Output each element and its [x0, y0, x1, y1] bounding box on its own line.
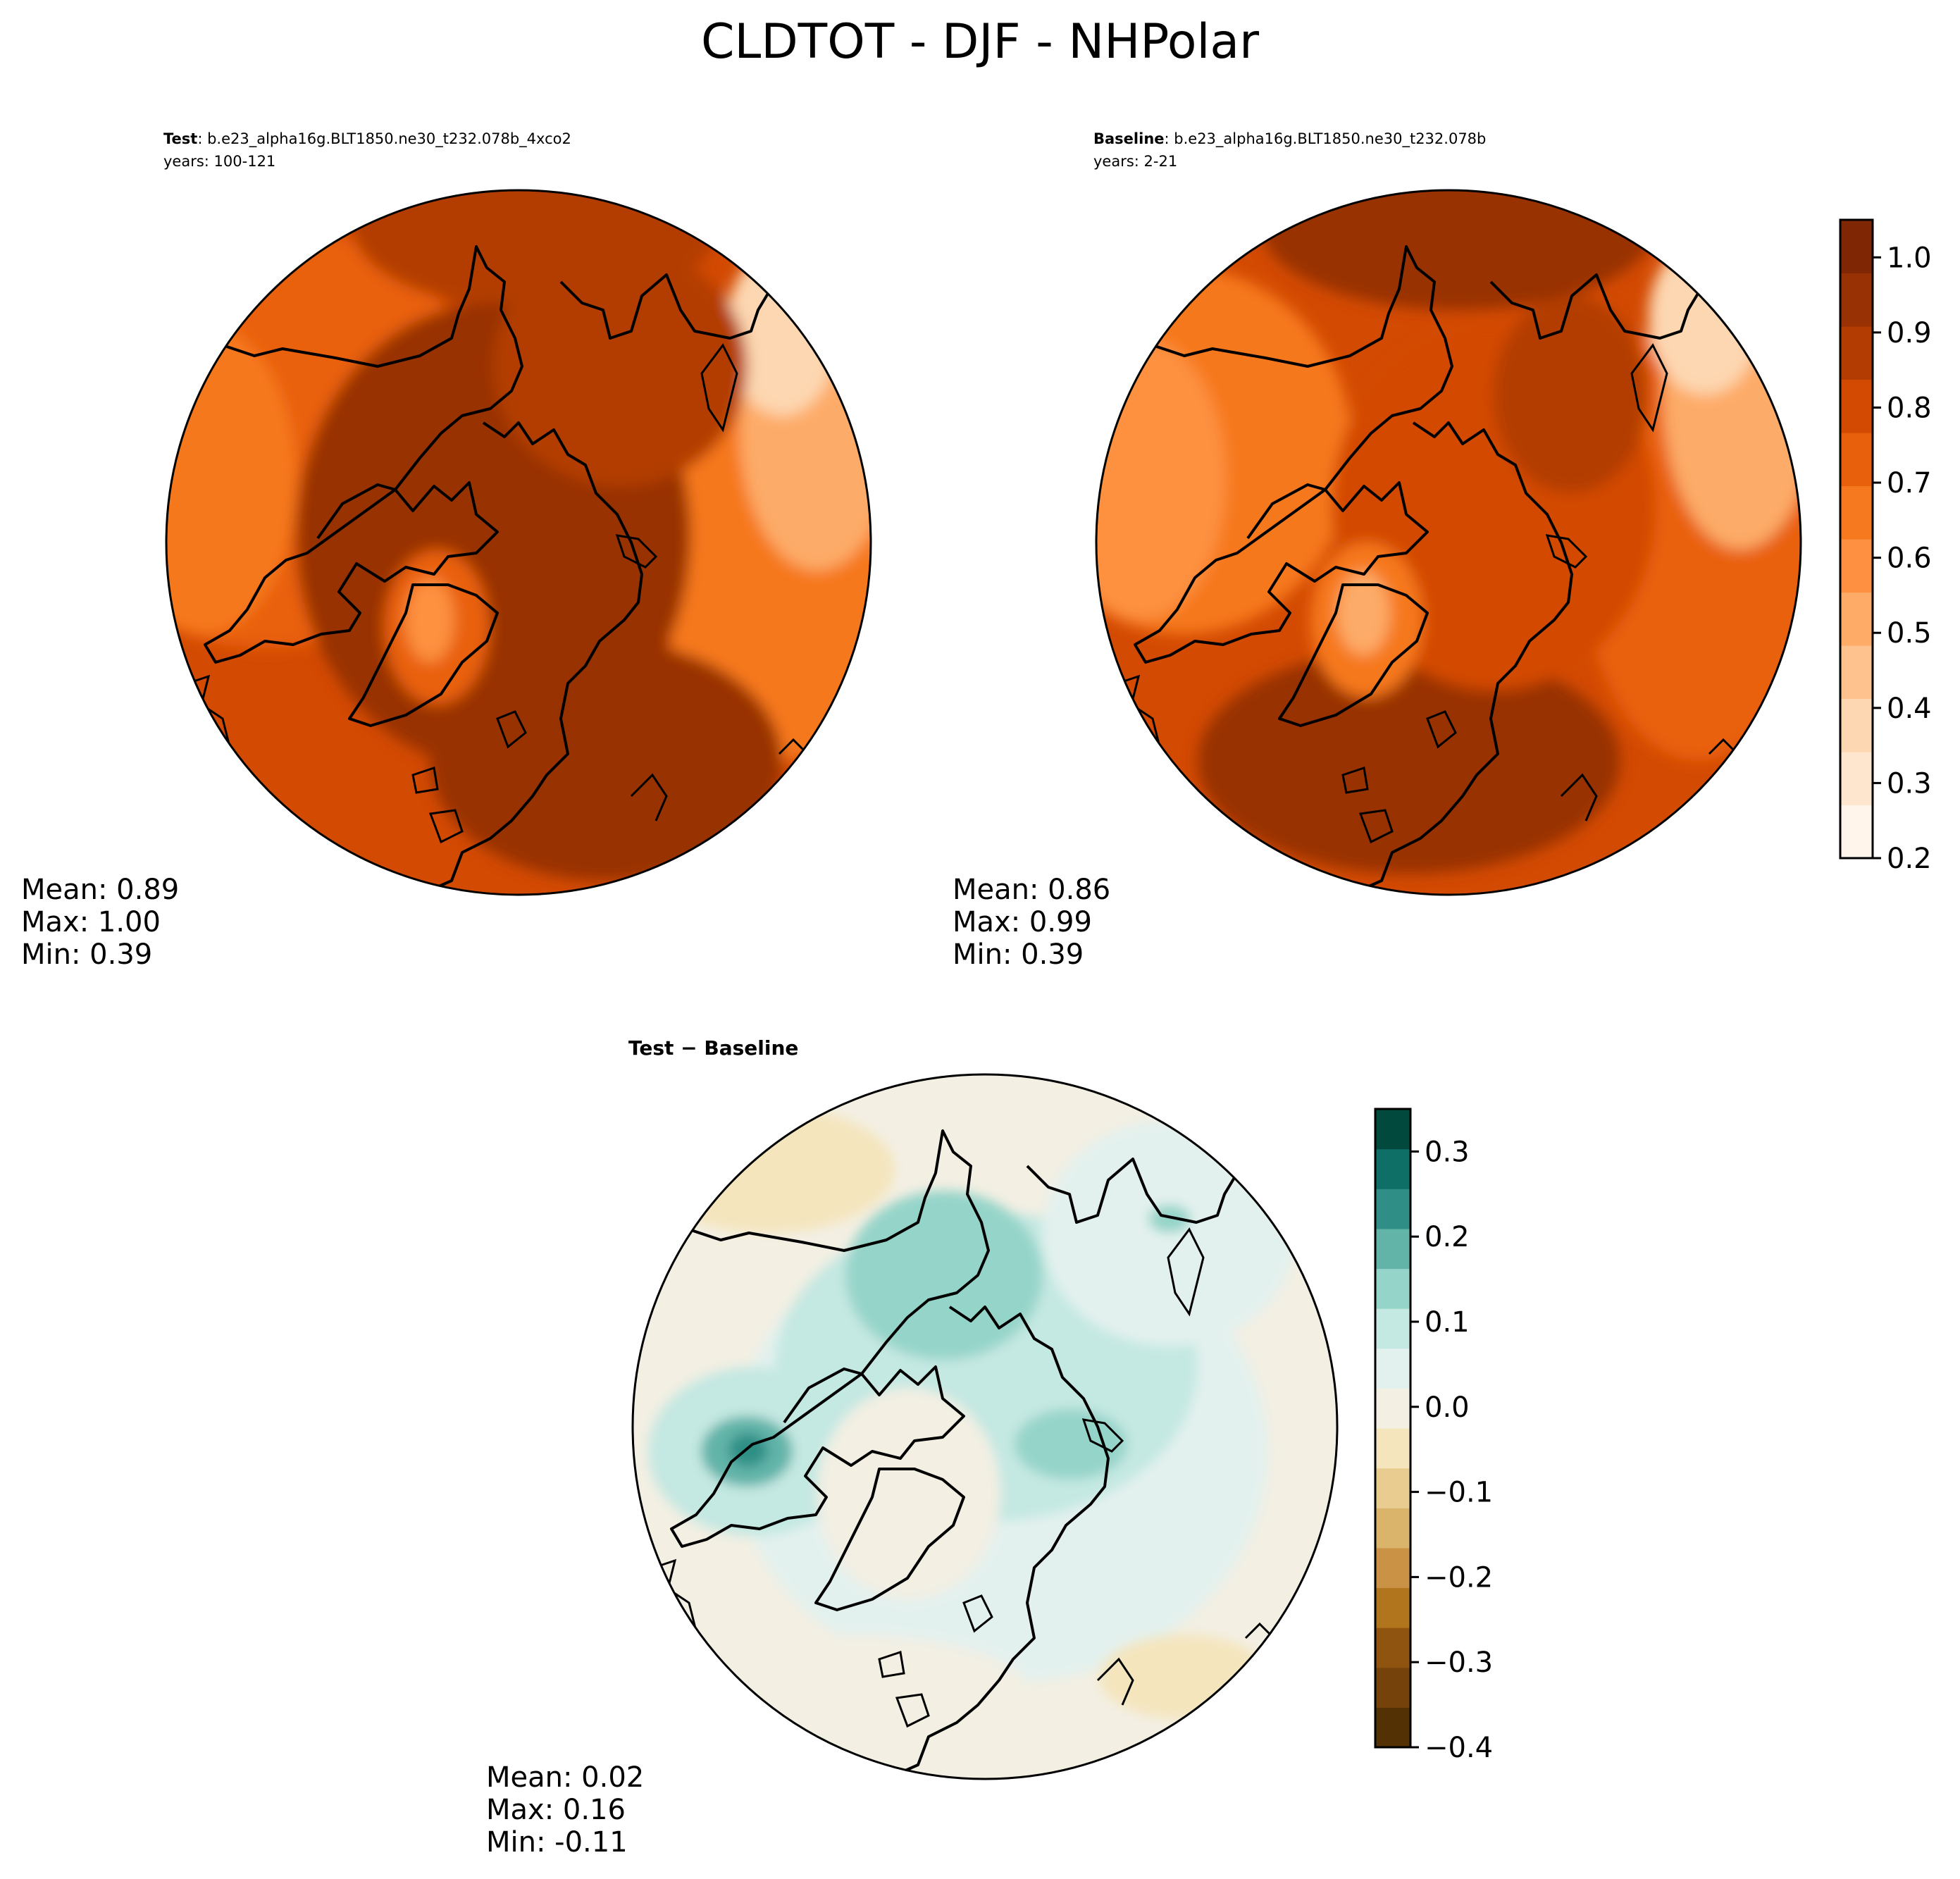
- main-colorbar: 0.2 0.3 0.4 0.5 0.6 0.7 0.8 0.9 1.0: [1839, 218, 1932, 875]
- difference-colorbar-band: [1375, 1587, 1410, 1628]
- difference-colorbar-frame: [1374, 1108, 1412, 1749]
- difference-map: [633, 1074, 1337, 1779]
- difference-map-region: [728, 1433, 768, 1467]
- main-colorbar-tick-label: 0.2: [1887, 843, 1932, 875]
- difference-colorbar-band: [1375, 1228, 1410, 1270]
- test-map-region: [493, 247, 747, 486]
- main-colorbar-band: [1840, 752, 1873, 806]
- difference-colorbar: −0.4 −0.3 −0.2 −0.1 0.0 0.1 0.2 0.3: [1374, 1108, 1493, 1764]
- baseline-map-region: [1096, 338, 1226, 620]
- main-colorbar-tick-label: 0.6: [1887, 542, 1932, 575]
- difference-map-border: [631, 1073, 1339, 1780]
- main-colorbar-band: [1840, 698, 1873, 752]
- difference-map-region: [1015, 1409, 1127, 1480]
- difference-colorbar-tick-label: 0.2: [1425, 1221, 1470, 1253]
- main-colorbar-band: [1840, 805, 1873, 859]
- difference-colorbar-tick-label: −0.1: [1425, 1477, 1493, 1509]
- test-map: [166, 190, 871, 895]
- difference-colorbar-band: [1375, 1627, 1410, 1668]
- difference-colorbar-band: [1375, 1667, 1410, 1708]
- difference-colorbar-tick-label: −0.4: [1425, 1732, 1493, 1764]
- baseline-map-region: [1336, 571, 1390, 655]
- difference-panel: Test − Baseline Mean: 0.02 Max:: [486, 1036, 1339, 1859]
- baseline-min: Min: 0.39: [953, 938, 1084, 971]
- main-colorbar-tick-label: 0.3: [1887, 767, 1932, 800]
- main-colorbar-tick-label: 0.8: [1887, 392, 1932, 424]
- main-colorbar-tick-label: 0.7: [1887, 467, 1932, 500]
- difference-colorbar-tick-label: 0.0: [1425, 1391, 1470, 1424]
- difference-colorbar-band: [1375, 1148, 1410, 1189]
- difference-colorbar-band: [1375, 1468, 1410, 1508]
- difference-colorbar-band: [1375, 1308, 1410, 1349]
- test-panel-label-bold: Test: [163, 130, 197, 147]
- difference-map-region: [845, 1191, 1043, 1360]
- test-map-border: [165, 189, 872, 896]
- baseline-panel-label-bold: Baseline: [1093, 130, 1165, 147]
- test-map-region: [405, 578, 454, 662]
- baseline-max: Max: 0.99: [953, 906, 1092, 938]
- main-colorbar-band: [1840, 273, 1873, 327]
- difference-map-region: [817, 1388, 1000, 1599]
- difference-colorbar-band: [1375, 1189, 1410, 1229]
- baseline-map: [1096, 190, 1801, 895]
- baseline-mean: Mean: 0.86: [953, 874, 1110, 906]
- difference-map-region: [662, 1635, 1029, 1747]
- figure-title: CLDTOT - DJF - NHPolar: [701, 14, 1259, 70]
- difference-colorbar-band: [1375, 1388, 1410, 1429]
- difference-mean: Mean: 0.02: [486, 1761, 644, 1794]
- difference-colorbar-band: [1375, 1109, 1410, 1150]
- main-colorbar-band: [1840, 539, 1873, 593]
- test-panel: Test: b.e23_alpha16g.BLT1850.ne30_t232.0…: [21, 130, 872, 971]
- difference-colorbar-tick-label: −0.3: [1425, 1647, 1493, 1679]
- test-panel-label: Test: b.e23_alpha16g.BLT1850.ne30_t232.0…: [163, 130, 571, 148]
- difference-panel-label: Test − Baseline: [628, 1036, 798, 1060]
- difference-colorbar-tick-label: 0.3: [1425, 1136, 1470, 1168]
- difference-colorbar-band: [1375, 1348, 1410, 1389]
- test-map-region: [430, 641, 782, 881]
- test-mean: Mean: 0.89: [21, 874, 179, 906]
- main-colorbar-band: [1840, 645, 1873, 700]
- main-colorbar-band: [1840, 220, 1873, 274]
- test-map-region: [166, 324, 296, 634]
- difference-colorbar-tick-label: 0.1: [1425, 1306, 1470, 1339]
- main-colorbar-frame: [1839, 218, 1874, 860]
- baseline-map-region: [1261, 190, 1656, 310]
- main-colorbar-band: [1840, 326, 1873, 380]
- difference-colorbar-band: [1375, 1428, 1410, 1469]
- main-colorbar-band: [1840, 485, 1873, 540]
- baseline-map-border: [1095, 189, 1802, 896]
- main-colorbar-band: [1840, 592, 1873, 646]
- test-max: Max: 1.00: [21, 906, 161, 938]
- main-colorbar-tick-label: 1.0: [1887, 242, 1932, 274]
- baseline-map-region: [1494, 296, 1649, 493]
- baseline-panel: Baseline: b.e23_alpha16g.BLT1850.ne30_t2…: [953, 130, 1802, 971]
- difference-colorbar-band: [1375, 1508, 1410, 1549]
- baseline-panel-label: Baseline: b.e23_alpha16g.BLT1850.ne30_t2…: [1093, 130, 1486, 148]
- baseline-panel-years: years: 2-21: [1093, 153, 1177, 170]
- test-panel-years: years: 100-121: [163, 153, 275, 170]
- difference-colorbar-band: [1375, 1547, 1410, 1589]
- baseline-map-region: [1198, 648, 1620, 874]
- baseline-panel-label-rest: : b.e23_alpha16g.BLT1850.ne30_t232.078b: [1165, 130, 1487, 148]
- difference-min: Min: -0.11: [486, 1826, 628, 1859]
- difference-colorbar-tick-label: −0.2: [1425, 1561, 1493, 1594]
- main-colorbar-band: [1840, 433, 1873, 487]
- difference-map-region: [1099, 1635, 1268, 1719]
- main-colorbar-tick-label: 0.5: [1887, 617, 1932, 650]
- difference-max: Max: 0.16: [486, 1794, 626, 1826]
- test-min: Min: 0.39: [21, 938, 152, 971]
- difference-map-region: [641, 1106, 895, 1233]
- difference-colorbar-band: [1375, 1268, 1410, 1309]
- main-colorbar-tick-label: 0.4: [1887, 693, 1932, 725]
- test-panel-label-rest: : b.e23_alpha16g.BLT1850.ne30_t232.078b_…: [197, 130, 571, 148]
- main-colorbar-tick-label: 0.9: [1887, 317, 1932, 349]
- main-colorbar-band: [1840, 379, 1873, 433]
- difference-colorbar-band: [1375, 1707, 1410, 1748]
